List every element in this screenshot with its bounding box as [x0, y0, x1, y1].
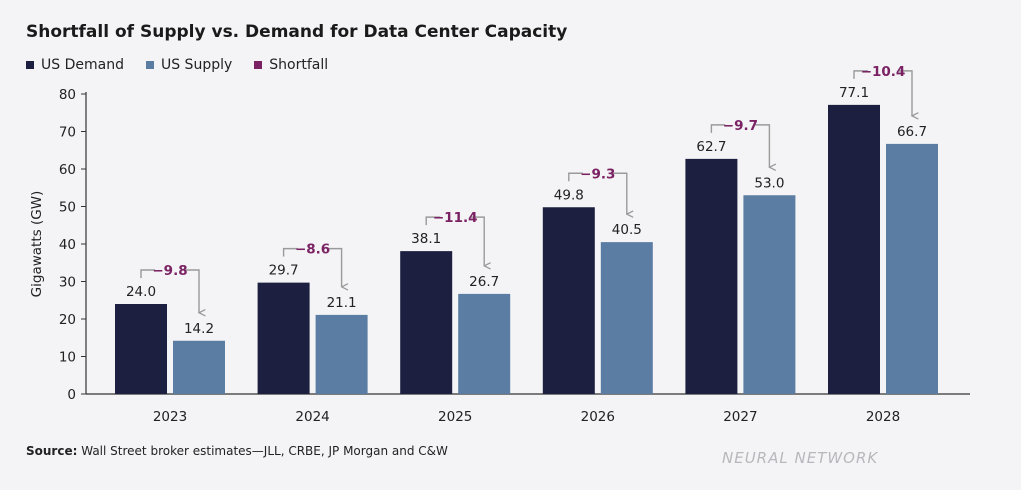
data-label-demand: 29.7 — [269, 263, 299, 279]
data-label-supply: 40.5 — [612, 222, 642, 238]
bar-supply — [173, 340, 225, 394]
watermark-logo: NEURAL NETWORK — [722, 449, 879, 467]
data-label-supply: 21.1 — [327, 295, 357, 311]
x-tick-label: 2025 — [438, 409, 472, 425]
shortfall-arrow — [612, 172, 627, 214]
bar-demand — [257, 282, 310, 394]
data-label-demand: 24.0 — [126, 284, 156, 300]
shortfall-bracket-left — [853, 70, 868, 79]
legend-swatch-demand — [26, 61, 34, 69]
bar-demand — [400, 251, 453, 394]
source-prefix: Source: — [26, 444, 78, 458]
legend-item-demand: US Demand — [26, 57, 124, 73]
legend-item-supply: US Supply — [145, 57, 233, 73]
data-label-supply: 14.2 — [184, 321, 214, 337]
y-tick-label: 10 — [59, 350, 76, 366]
bar-supply — [458, 293, 511, 394]
data-label-supply: 26.7 — [469, 274, 499, 290]
bar-supply — [743, 195, 796, 394]
y-axis-title: Gigawatts (GW) — [29, 191, 45, 298]
legend-swatch-shortfall — [254, 61, 263, 69]
data-label-supply: 66.7 — [897, 124, 927, 140]
shortfall-label: −9.8 — [152, 263, 187, 279]
shortfall-label: −9.7 — [723, 118, 758, 134]
shortfall-bracket-left — [282, 247, 298, 257]
source-note: Source: Wall Street broker estimates—JLL… — [26, 444, 448, 458]
chart-legend: US Demand US Supply Shortfall — [26, 57, 328, 73]
shortfall-bracket-left — [568, 172, 583, 182]
x-tick-label: 2024 — [295, 409, 329, 425]
shortfall-label: −10.4 — [861, 64, 906, 80]
x-tick-label: 2023 — [153, 409, 187, 425]
source-text: Wall Street broker estimates—JLL, CRBE, … — [81, 444, 448, 458]
y-tick-label: 20 — [59, 312, 76, 328]
data-label-demand: 77.1 — [839, 85, 869, 101]
legend-swatch-supply — [145, 61, 154, 69]
shortfall-arrow — [470, 216, 484, 266]
shortfall-label: −11.4 — [433, 210, 478, 226]
x-tick-label: 2028 — [866, 409, 900, 425]
bar-supply — [315, 314, 368, 394]
shortfall-label: −9.3 — [580, 166, 615, 182]
x-tick-label: 2027 — [723, 409, 757, 425]
data-label-demand: 49.8 — [554, 187, 584, 203]
y-tick-label: 0 — [67, 387, 76, 403]
shortfall-arrow — [755, 124, 769, 167]
legend-label-demand: US Demand — [41, 57, 124, 73]
legend-label-shortfall: Shortfall — [269, 57, 329, 73]
bar-demand — [542, 207, 595, 394]
chart-title: Shortfall of Supply vs. Demand for Data … — [26, 22, 568, 42]
data-label-supply: 53.0 — [754, 175, 784, 191]
shortfall-arrow — [185, 269, 199, 313]
legend-item-shortfall: Shortfall — [254, 57, 328, 73]
shortfall-arrow — [327, 247, 342, 287]
y-tick-label: 30 — [59, 275, 76, 291]
shortfall-bracket-left — [425, 216, 441, 226]
x-tick-label: 2026 — [581, 409, 615, 425]
y-tick-label: 50 — [59, 200, 76, 216]
shortfall-label: −8.6 — [295, 242, 330, 258]
bar-supply — [600, 242, 653, 394]
shortfall-bracket-left — [710, 124, 726, 133]
shortfall-bracket-left — [140, 269, 155, 278]
bar-demand — [828, 104, 880, 394]
bar-supply — [886, 143, 938, 394]
y-tick-label: 80 — [59, 87, 76, 103]
y-tick-label: 60 — [59, 162, 76, 178]
shortfall-arrow — [898, 70, 912, 116]
legend-label-supply: US Supply — [160, 57, 233, 73]
bar-demand — [115, 304, 167, 394]
data-label-demand: 38.1 — [411, 231, 441, 247]
y-tick-label: 40 — [59, 237, 76, 253]
y-tick-label: 70 — [59, 125, 76, 141]
bar-demand — [685, 158, 738, 394]
data-label-demand: 62.7 — [696, 139, 726, 155]
